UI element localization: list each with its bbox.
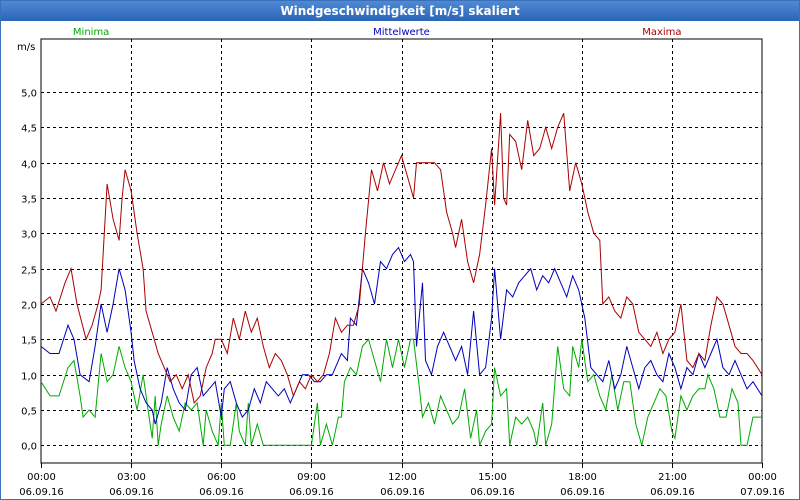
window-title: Windgeschwindigkeit [m/s] skaliert <box>1 1 799 21</box>
x-tick-time: 15:00 <box>478 472 507 483</box>
x-tick-date: 06.09.16 <box>470 487 515 498</box>
x-tick-time: 21:00 <box>658 472 687 483</box>
x-tick-date: 06.09.16 <box>289 487 334 498</box>
x-tick-date: 06.09.16 <box>199 487 244 498</box>
x-tick-date: 06.09.16 <box>109 487 154 498</box>
y-tick-label: 5,0 <box>21 89 37 100</box>
plot-frame <box>40 38 763 464</box>
x-tick-time: 09:00 <box>297 472 326 483</box>
y-tick-label: 0,5 <box>21 407 37 418</box>
y-tick-label: 4,5 <box>21 124 37 135</box>
x-tick-time: 12:00 <box>388 472 417 483</box>
x-tick-date: 06.09.16 <box>19 487 64 498</box>
y-tick-label: 1,0 <box>21 372 37 383</box>
y-tick-label: 0,0 <box>21 442 37 453</box>
y-axis-label: m/s <box>17 42 35 53</box>
x-tick-date: 06.09.16 <box>560 487 605 498</box>
x-tick-time: 00:00 <box>748 472 777 483</box>
y-tick-label: 3,5 <box>21 195 37 206</box>
series-line-maxima <box>40 113 763 404</box>
x-tick-time: 06:00 <box>207 472 236 483</box>
x-tick-date: 06.09.16 <box>650 487 695 498</box>
chart-area: 0,0 0,5 1,0 1,5 2,0 2,5 3,0 3,5 4,0 4,5 5,0 00:00 06… <box>17 27 785 498</box>
x-tick-date: 07.09.16 <box>740 487 785 498</box>
y-tick-label: 4,0 <box>21 160 37 171</box>
legend-label-maxima: Maxima <box>642 27 681 38</box>
y-tick-label: 2,5 <box>21 266 37 277</box>
legend-label-minima: Minima <box>73 27 109 38</box>
x-tick-time: 03:00 <box>117 472 146 483</box>
series-line-mittelwerte <box>40 246 763 425</box>
y-tick-label: 2,0 <box>21 301 37 312</box>
y-tick-label: 3,0 <box>21 230 37 241</box>
legend-label-mittelwerte: Mittelwerte <box>373 27 430 38</box>
x-tick-time: 00:00 <box>27 472 56 483</box>
x-tick-time: 18:00 <box>568 472 597 483</box>
x-tick-date: 06.09.16 <box>380 487 425 498</box>
y-tick-label: 1,5 <box>21 336 37 347</box>
series-line-minima <box>40 338 762 446</box>
